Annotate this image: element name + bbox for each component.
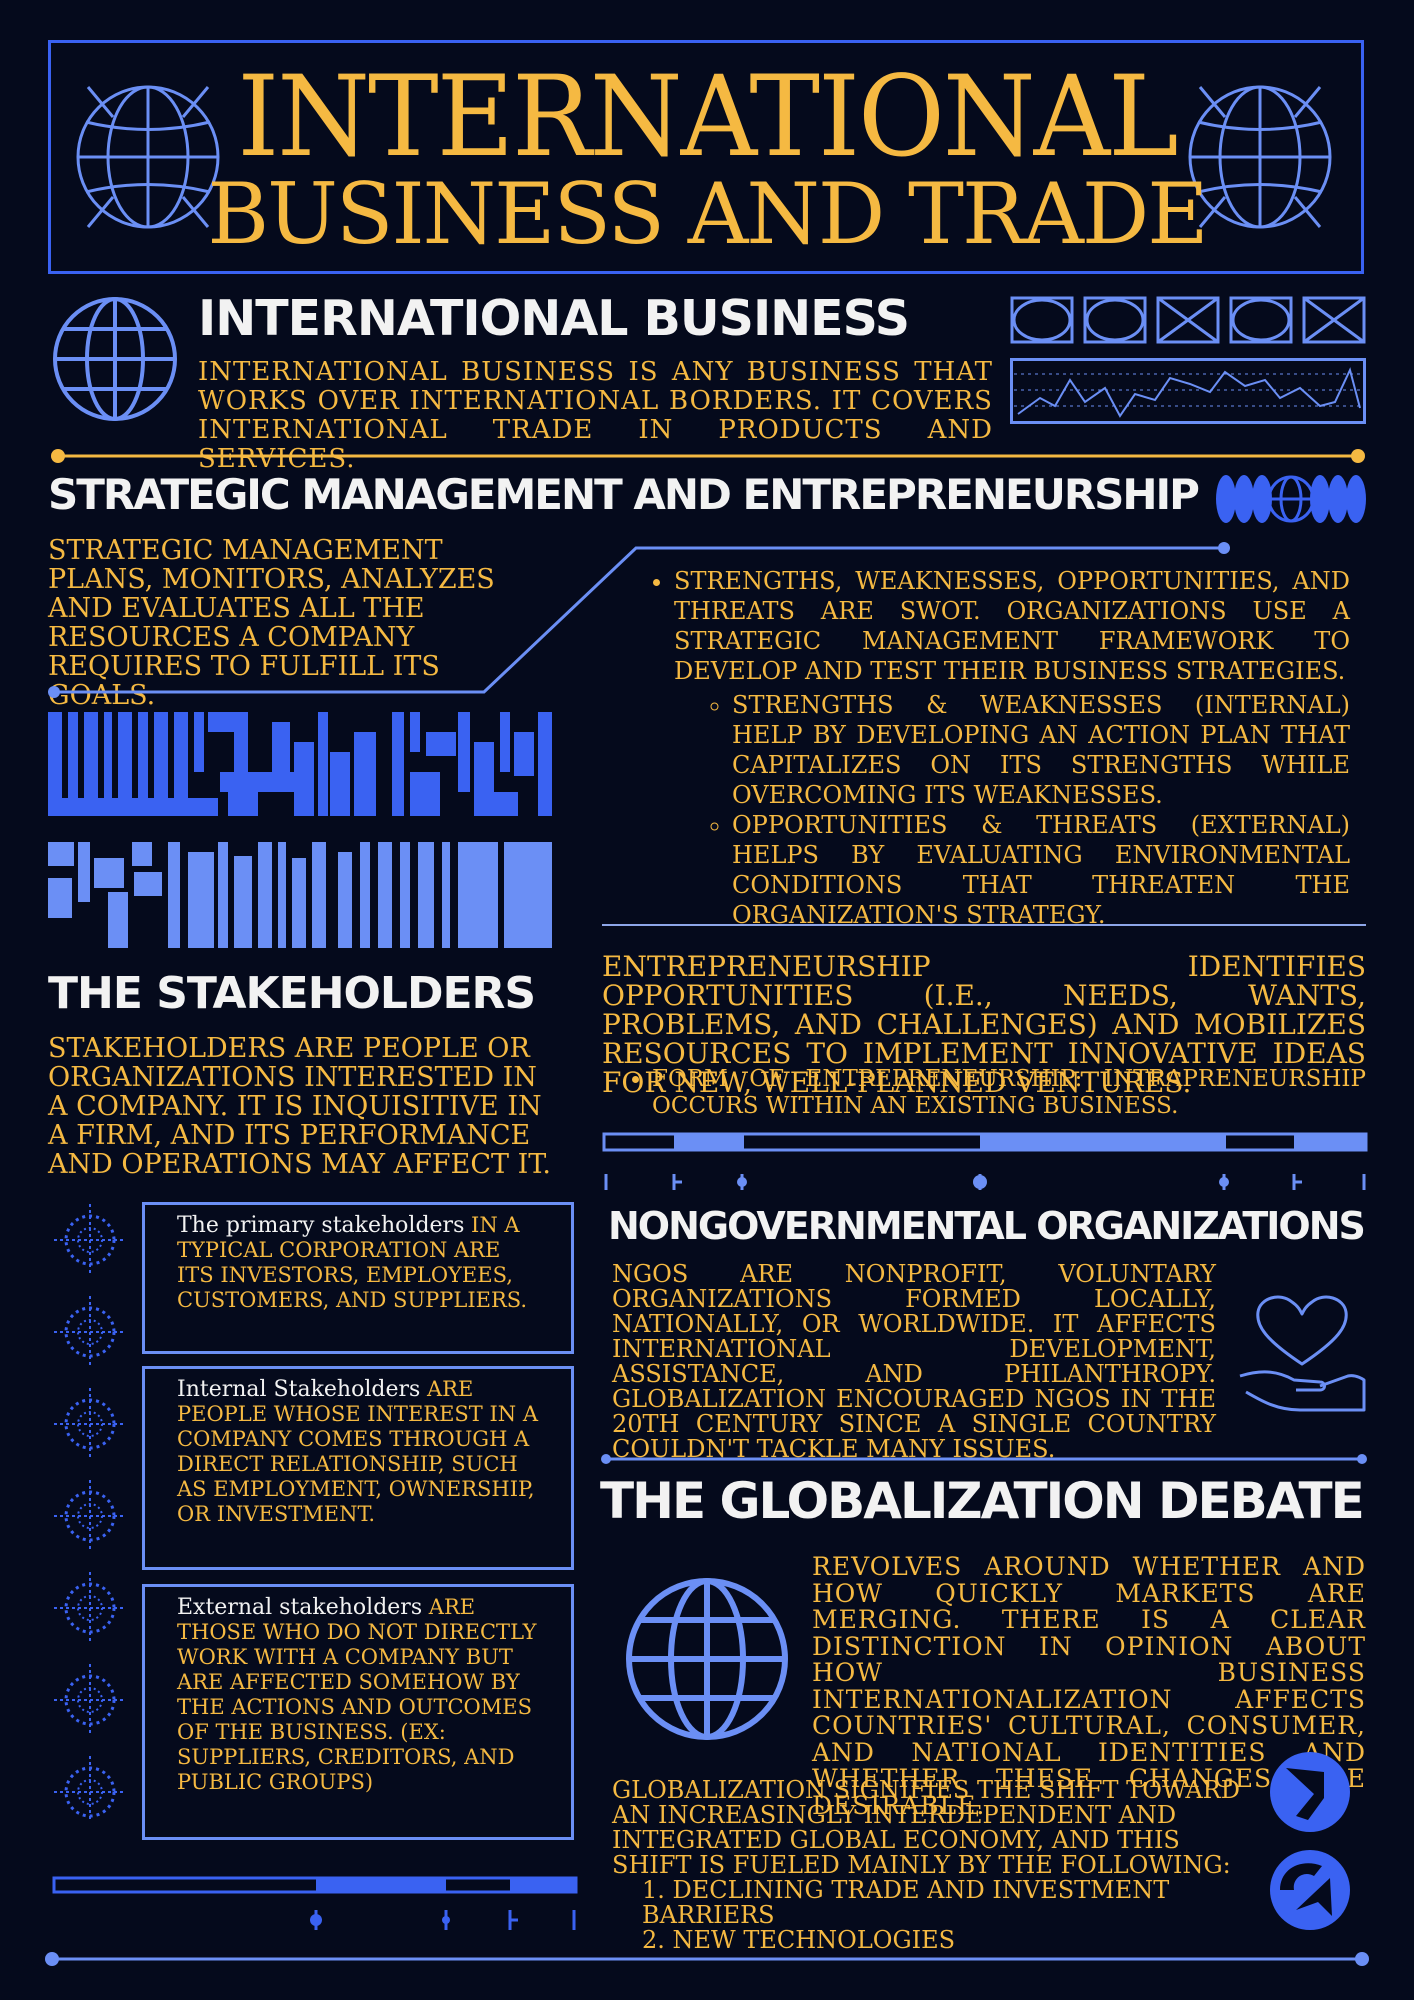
decorative-line-graph — [1010, 358, 1366, 424]
decorative-globe-ovals — [1216, 475, 1366, 523]
swot-bullet: Strengths, weaknesses, opportunities, an… — [674, 566, 1350, 686]
external-stakeholders-box: External stakeholders are those who do n… — [142, 1584, 574, 1840]
title-line-2: BUSINESS AND TRADE — [207, 165, 1208, 263]
title-frame — [48, 40, 1364, 274]
primary-rest: in a typical corporation are its investo… — [177, 1213, 528, 1312]
globalization-text: revolves around whether and how quickly … — [812, 1552, 1366, 1820]
swot-section: Strengths, weaknesses, opportunities, an… — [644, 566, 1350, 930]
entrepreneurship-form: Form of Entrepreneurship: Intrapreneursh… — [602, 1066, 1366, 1120]
globalization-heading: THE GLOBALIZATION DEBATE — [600, 1472, 1365, 1530]
internal-lead: Internal Stakeholders — [177, 1377, 421, 1402]
ngo-text: NGOs are nonprofit, voluntary organizati… — [612, 1260, 1216, 1463]
connector-line — [48, 542, 1230, 698]
crosshair-column — [52, 1202, 128, 1820]
heart-hand-icon — [1239, 1295, 1366, 1412]
barcode-graphic — [48, 712, 552, 948]
strategic-heading: STRATEGIC MANAGEMENT AND ENTREPRENEURSHI… — [48, 470, 1200, 519]
form-bullet: Form of Entrepreneurship: Intrapreneursh… — [652, 1066, 1366, 1120]
globalization-shift: Globalization signifies the shift toward… — [612, 1776, 1240, 1879]
internal-bullet: Strengths & Weaknesses (Internal) help b… — [732, 690, 1350, 810]
globalization-list: 1. Declining trade and investment barrie… — [642, 1878, 1262, 1953]
globe-icon — [53, 297, 177, 421]
wireframe-globe-icon — [76, 85, 220, 229]
bottom-ruler-graphic — [52, 1876, 578, 1930]
internal-stakeholders-box: Internal Stakeholders are people whose i… — [142, 1366, 574, 1570]
list-item: 2. New technologies — [642, 1926, 956, 1954]
gold-divider — [51, 449, 1365, 463]
external-rest: are those who do not directly work with … — [177, 1595, 537, 1794]
stakeholders-heading: THE STAKEHOLDERS — [48, 968, 536, 1019]
primary-lead: The primary stakeholders — [177, 1213, 465, 1238]
blue-divider — [601, 1454, 1367, 1464]
strategic-text: Strategic management plans, monitors, an… — [48, 535, 495, 711]
intl-business-text: International business is any business t… — [198, 357, 993, 474]
entrepreneurship-text: Entrepreneurship identifies opportunitie… — [602, 950, 1366, 1099]
section-divider — [602, 924, 1366, 926]
decorative-box-row — [1010, 296, 1366, 344]
stakeholders-text: Stakeholders are people or organizations… — [48, 1033, 551, 1180]
external-bullet: Opportunities & Threats (External) helps… — [732, 810, 1350, 930]
ngo-heading: NONGOVERNMENTAL ORGANIZATIONS — [608, 1204, 1366, 1248]
list-item: 1. Declining trade and investment barrie… — [642, 1876, 1170, 1929]
external-lead: External stakeholders — [177, 1595, 423, 1620]
intl-business-heading: INTERNATIONAL BUSINESS — [198, 290, 910, 347]
bottom-divider — [45, 1952, 1369, 1966]
globe-icon — [626, 1578, 788, 1740]
arrow-circle-icon — [1270, 1752, 1350, 1930]
title-line-1: INTERNATIONAL — [237, 51, 1178, 182]
ruler-graphic — [602, 1132, 1368, 1190]
wireframe-globe-icon — [1188, 85, 1332, 229]
internal-rest: are people whose interest in a company c… — [177, 1377, 538, 1526]
primary-stakeholders-box: The primary stakeholders in a typical co… — [142, 1202, 574, 1354]
